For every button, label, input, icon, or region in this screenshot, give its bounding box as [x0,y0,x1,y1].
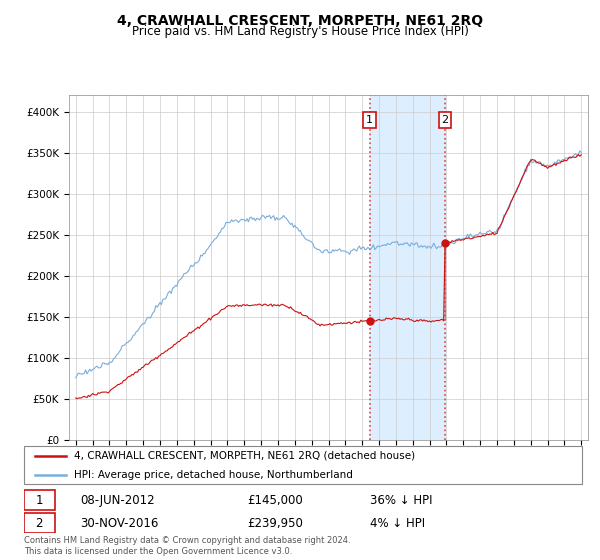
Text: 36% ↓ HPI: 36% ↓ HPI [370,493,433,507]
Text: 1: 1 [35,493,43,507]
FancyBboxPatch shape [24,490,55,510]
Text: 08-JUN-2012: 08-JUN-2012 [80,493,154,507]
Text: 2: 2 [35,516,43,530]
Text: 4% ↓ HPI: 4% ↓ HPI [370,516,425,530]
Text: £145,000: £145,000 [247,493,303,507]
Bar [370,95,445,440]
FancyBboxPatch shape [24,446,582,484]
Text: Price paid vs. HM Land Registry's House Price Index (HPI): Price paid vs. HM Land Registry's House … [131,25,469,38]
Text: 1: 1 [366,115,373,125]
FancyBboxPatch shape [24,513,55,533]
Text: Contains HM Land Registry data © Crown copyright and database right 2024.
This d: Contains HM Land Registry data © Crown c… [24,536,350,556]
Text: £239,950: £239,950 [247,516,303,530]
Text: 30-NOV-2016: 30-NOV-2016 [80,516,158,530]
Text: 4, CRAWHALL CRESCENT, MORPETH, NE61 2RQ (detached house): 4, CRAWHALL CRESCENT, MORPETH, NE61 2RQ … [74,451,415,461]
Text: HPI: Average price, detached house, Northumberland: HPI: Average price, detached house, Nort… [74,470,353,480]
Text: 2: 2 [442,115,449,125]
Text: 4, CRAWHALL CRESCENT, MORPETH, NE61 2RQ: 4, CRAWHALL CRESCENT, MORPETH, NE61 2RQ [117,14,483,28]
